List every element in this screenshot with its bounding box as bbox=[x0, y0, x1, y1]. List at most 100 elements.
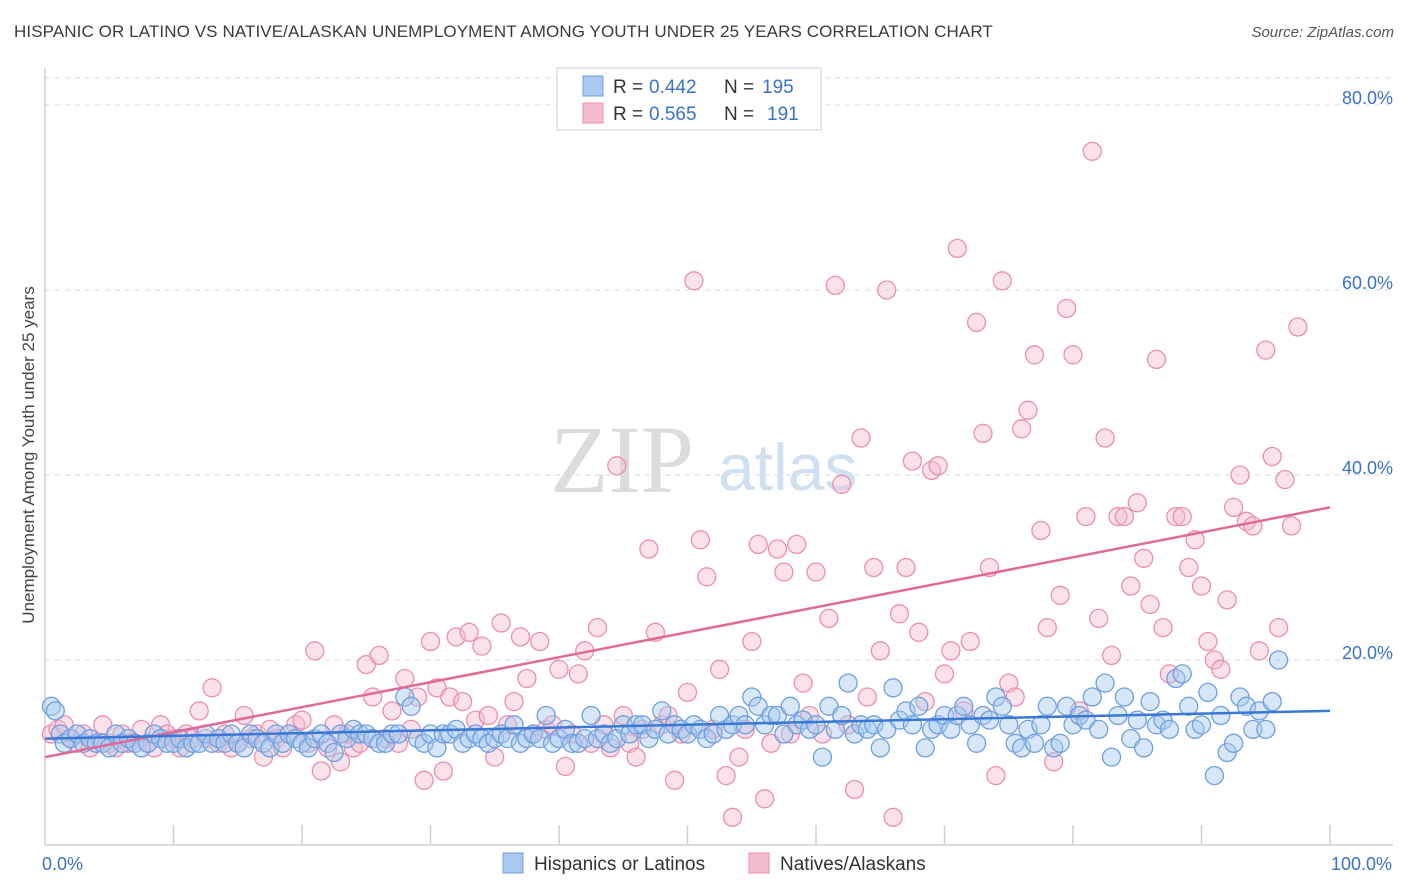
blue-point-55 bbox=[388, 724, 409, 744]
pink-point-185 bbox=[1230, 465, 1250, 485]
pink-point-82 bbox=[568, 664, 588, 684]
bottom-legend-swatch-blue bbox=[502, 852, 524, 874]
y-tick-label-20: 20.0% bbox=[1342, 643, 1393, 663]
y-tick-label-60: 60.0% bbox=[1342, 273, 1393, 293]
pink-point-154 bbox=[1031, 520, 1051, 541]
blue-point-121 bbox=[812, 747, 833, 767]
pink-point-107 bbox=[729, 747, 749, 767]
pink-point-144 bbox=[966, 312, 987, 333]
pink-point-158 bbox=[1056, 298, 1077, 319]
legend-swatch-pink bbox=[582, 102, 604, 124]
chart-source: Source: ZipAtlas.com bbox=[1251, 24, 1394, 41]
pink-point-169 bbox=[1127, 493, 1147, 513]
pink-point-23 bbox=[189, 701, 209, 721]
pink-point-184 bbox=[1223, 497, 1244, 518]
pink-point-73 bbox=[510, 627, 531, 647]
pink-point-187 bbox=[1243, 516, 1263, 536]
blue-point-59 bbox=[414, 733, 434, 753]
blue-point-85 bbox=[581, 705, 601, 726]
pink-point-91 bbox=[626, 747, 646, 767]
pink-point-138 bbox=[928, 456, 948, 476]
blue-point-182 bbox=[1204, 765, 1225, 786]
pink-point-62 bbox=[440, 687, 460, 707]
pink-point-139 bbox=[934, 664, 955, 684]
blue-point-52 bbox=[369, 733, 389, 753]
legend-box: R = 0.442 N = 195 R = 0.565 N = 191 bbox=[556, 67, 822, 131]
blue-point-183 bbox=[1211, 705, 1231, 726]
blue-point-1 bbox=[45, 701, 65, 721]
pink-point-88 bbox=[607, 456, 627, 476]
pink-point-156 bbox=[1044, 752, 1064, 772]
pink-point-80 bbox=[555, 756, 576, 777]
blue-point-175 bbox=[1159, 719, 1180, 740]
pink-point-147 bbox=[986, 765, 1006, 786]
pink-point-25 bbox=[202, 678, 222, 698]
pink-point-190 bbox=[1262, 446, 1282, 467]
blue-point-135 bbox=[902, 715, 923, 735]
pink-point-188 bbox=[1249, 641, 1269, 661]
watermark-atlas: atlas bbox=[718, 430, 857, 504]
blue-point-57 bbox=[401, 696, 421, 716]
blue-point-143 bbox=[954, 696, 974, 716]
pink-point-164 bbox=[1095, 428, 1115, 448]
pink-point-130 bbox=[877, 280, 897, 300]
y-tick-label-40: 40.0% bbox=[1342, 458, 1393, 478]
x-tick-marks bbox=[172, 825, 1331, 845]
pink-point-173 bbox=[1153, 617, 1173, 638]
blue-point-45 bbox=[324, 742, 344, 763]
pink-point-76 bbox=[530, 631, 550, 652]
blue-point-137 bbox=[915, 738, 935, 758]
pink-point-151 bbox=[1011, 419, 1032, 439]
legend-r-value-pink: 0.565 bbox=[649, 104, 697, 125]
pink-point-68 bbox=[478, 705, 498, 726]
bottom-legend-swatch-pink bbox=[748, 852, 770, 874]
blue-point-96 bbox=[652, 701, 672, 721]
pink-point-93 bbox=[639, 539, 659, 559]
legend-r-label-blue: R = bbox=[613, 77, 643, 98]
pink-point-119 bbox=[806, 562, 826, 582]
blue-point-113 bbox=[761, 705, 781, 726]
blue-point-150 bbox=[999, 715, 1019, 735]
blue-point-178 bbox=[1179, 696, 1199, 716]
pink-point-41 bbox=[305, 641, 325, 661]
pink-point-104 bbox=[709, 659, 730, 679]
pink-point-116 bbox=[787, 534, 807, 555]
legend-r-value-blue: 0.442 bbox=[649, 77, 697, 98]
pink-point-30 bbox=[234, 705, 254, 726]
blue-point-78 bbox=[536, 705, 556, 726]
legend-n-value-pink: 191 bbox=[767, 104, 799, 125]
pink-point-132 bbox=[889, 604, 910, 624]
blue-point-192 bbox=[1268, 650, 1289, 670]
pink-point-168 bbox=[1121, 576, 1141, 596]
pink-point-193 bbox=[1281, 516, 1302, 536]
blue-point-171 bbox=[1134, 738, 1154, 758]
blue-point-41 bbox=[298, 738, 319, 758]
pink-point-128 bbox=[864, 557, 884, 578]
pink-point-64 bbox=[452, 691, 473, 712]
pink-point-122 bbox=[825, 275, 845, 296]
pink-point-74 bbox=[517, 668, 537, 689]
blue-trend-line bbox=[44, 709, 1331, 740]
blue-point-147 bbox=[979, 710, 1000, 730]
blue-point-130 bbox=[870, 738, 890, 758]
y-axis-label: Unemployment Among Youth under 25 years bbox=[19, 286, 38, 623]
bottom-legend-label-blue: Hispanics or Latinos bbox=[534, 854, 705, 875]
pink-point-102 bbox=[697, 567, 717, 587]
pink-point-177 bbox=[1179, 557, 1199, 578]
pink-point-192 bbox=[1275, 469, 1295, 490]
pink-point-165 bbox=[1101, 645, 1122, 666]
legend-n-label-pink: N = bbox=[724, 104, 754, 125]
pink-point-181 bbox=[1204, 650, 1225, 670]
pink-point-114 bbox=[774, 562, 794, 582]
pink-point-133 bbox=[896, 557, 916, 578]
pink-point-153 bbox=[1024, 345, 1045, 365]
pink-point-134 bbox=[902, 451, 923, 471]
pink-point-161 bbox=[1076, 506, 1096, 527]
pink-point-183 bbox=[1217, 590, 1237, 610]
blue-point-166 bbox=[1101, 747, 1122, 767]
pink-point-143 bbox=[960, 631, 980, 652]
y-tick-labels: 20.0% 40.0% 60.0% 80.0% bbox=[1342, 88, 1393, 663]
pink-point-42 bbox=[311, 761, 331, 781]
pink-point-194 bbox=[1288, 317, 1308, 337]
